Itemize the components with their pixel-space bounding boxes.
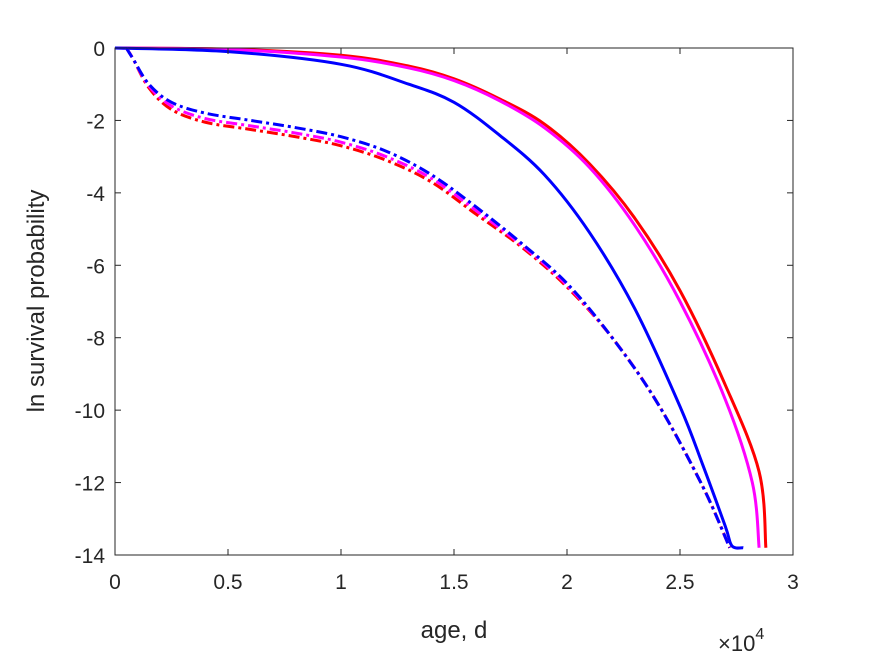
y-axis: 0 -2 -4 -6 -8 -10 -12 -14 xyxy=(75,38,793,568)
y-tick-label: -12 xyxy=(75,473,105,496)
series-line-6 xyxy=(125,47,732,549)
x-axis-exponent: ×104 xyxy=(718,626,764,656)
x-tick-label: 1 xyxy=(335,571,347,594)
y-tick-label: -6 xyxy=(86,255,105,278)
series-layer xyxy=(114,46,768,550)
x-axis-exponent-power: 4 xyxy=(755,626,764,643)
y-tick-label: -10 xyxy=(75,400,105,423)
series-line-2 xyxy=(114,46,761,548)
x-axis-exponent-base: ×10 xyxy=(718,631,755,656)
series-line-5 xyxy=(125,47,732,549)
y-tick-label: -4 xyxy=(86,183,105,206)
x-tick-label: 3 xyxy=(787,571,799,594)
series-line-3 xyxy=(114,46,744,550)
series-line-1 xyxy=(114,46,768,548)
x-tick-label: 0 xyxy=(109,571,121,594)
x-tick-label: 1.5 xyxy=(439,571,468,594)
y-tick-label: -2 xyxy=(86,110,105,133)
y-tick-label: 0 xyxy=(93,38,105,61)
series-line-4 xyxy=(125,47,732,549)
x-tick-label: 2 xyxy=(561,571,573,594)
y-axis-label: ln survival probability xyxy=(23,190,50,413)
y-tick-label: -14 xyxy=(75,545,106,568)
x-axis: 0 0.5 1 1.5 2 2.5 3 xyxy=(109,48,799,594)
x-axis-label: age, d xyxy=(421,617,488,644)
x-tick-label: 0.5 xyxy=(213,571,242,594)
y-tick-label: -8 xyxy=(86,328,105,351)
x-tick-label: 2.5 xyxy=(665,571,694,594)
